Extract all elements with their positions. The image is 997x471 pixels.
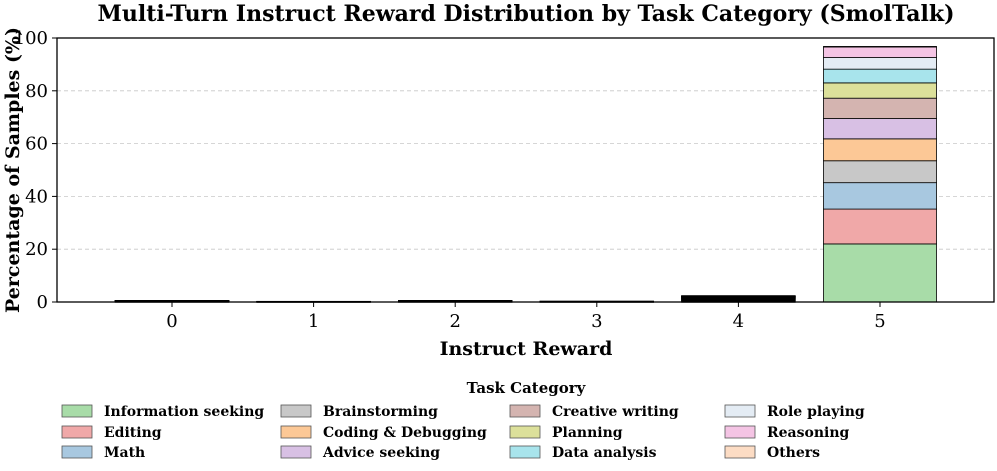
bar-segment — [824, 47, 937, 58]
legend-swatch — [281, 426, 311, 438]
legend-swatch — [510, 446, 540, 458]
legend-label: Math — [104, 445, 145, 461]
y-tick-label: 40 — [25, 186, 48, 207]
bar-segment — [824, 183, 937, 209]
y-tick-label: 0 — [37, 292, 48, 313]
bar-segment — [824, 46, 937, 47]
legend-swatch — [62, 405, 92, 417]
legend-swatch — [725, 446, 755, 458]
legend-swatch — [281, 446, 311, 458]
x-tick-label: 0 — [166, 311, 177, 332]
bars — [116, 46, 937, 302]
y-axis-label: Percentage of Samples (%) — [2, 27, 24, 313]
y-tick-label: 20 — [25, 239, 48, 260]
x-tick-label: 1 — [308, 311, 319, 332]
x-tick-label: 2 — [449, 311, 460, 332]
legend-label: Others — [767, 445, 820, 461]
legend-label: Planning — [552, 425, 623, 441]
bar-segment — [824, 161, 937, 183]
bar-segment — [824, 244, 937, 302]
bar-segment — [824, 119, 937, 139]
legend-label: Coding & Debugging — [323, 425, 487, 441]
legend-swatch — [62, 426, 92, 438]
legend-swatch — [281, 405, 311, 417]
legend-label: Data analysis — [552, 445, 657, 461]
x-axis-label: Instruct Reward — [440, 338, 613, 360]
bar-segment — [824, 139, 937, 161]
legend-label: Advice seeking — [322, 445, 440, 461]
legend-label: Role playing — [767, 404, 865, 420]
legend: Information seeking Editing Math Brainstorm… — [62, 404, 865, 461]
chart-title: Multi-Turn Instruct Reward Distribution … — [98, 1, 955, 27]
x-tick-label: 3 — [591, 311, 602, 332]
x-ticks: 0 1 2 3 4 5 — [166, 302, 885, 332]
legend-swatch — [725, 405, 755, 417]
legend-label: Creative writing — [552, 404, 679, 420]
legend-swatch — [62, 446, 92, 458]
legend-label: Brainstorming — [323, 404, 438, 420]
x-tick-label: 5 — [874, 311, 885, 332]
legend-label: Editing — [104, 425, 162, 441]
bar-segment — [824, 98, 937, 118]
legend-label: Reasoning — [767, 425, 850, 441]
legend-swatch — [510, 405, 540, 417]
legend-swatch — [725, 426, 755, 438]
bar-segment — [824, 83, 937, 98]
legend-swatch — [510, 426, 540, 438]
bar-segment — [824, 209, 937, 244]
y-tick-label: 80 — [25, 81, 48, 102]
bar-segment — [824, 69, 937, 83]
legend-label: Information seeking — [104, 404, 264, 420]
bar-segment — [824, 58, 937, 70]
legend-title: Task Category — [467, 379, 587, 397]
x-tick-label: 4 — [733, 311, 744, 332]
y-tick-label: 60 — [25, 134, 48, 155]
